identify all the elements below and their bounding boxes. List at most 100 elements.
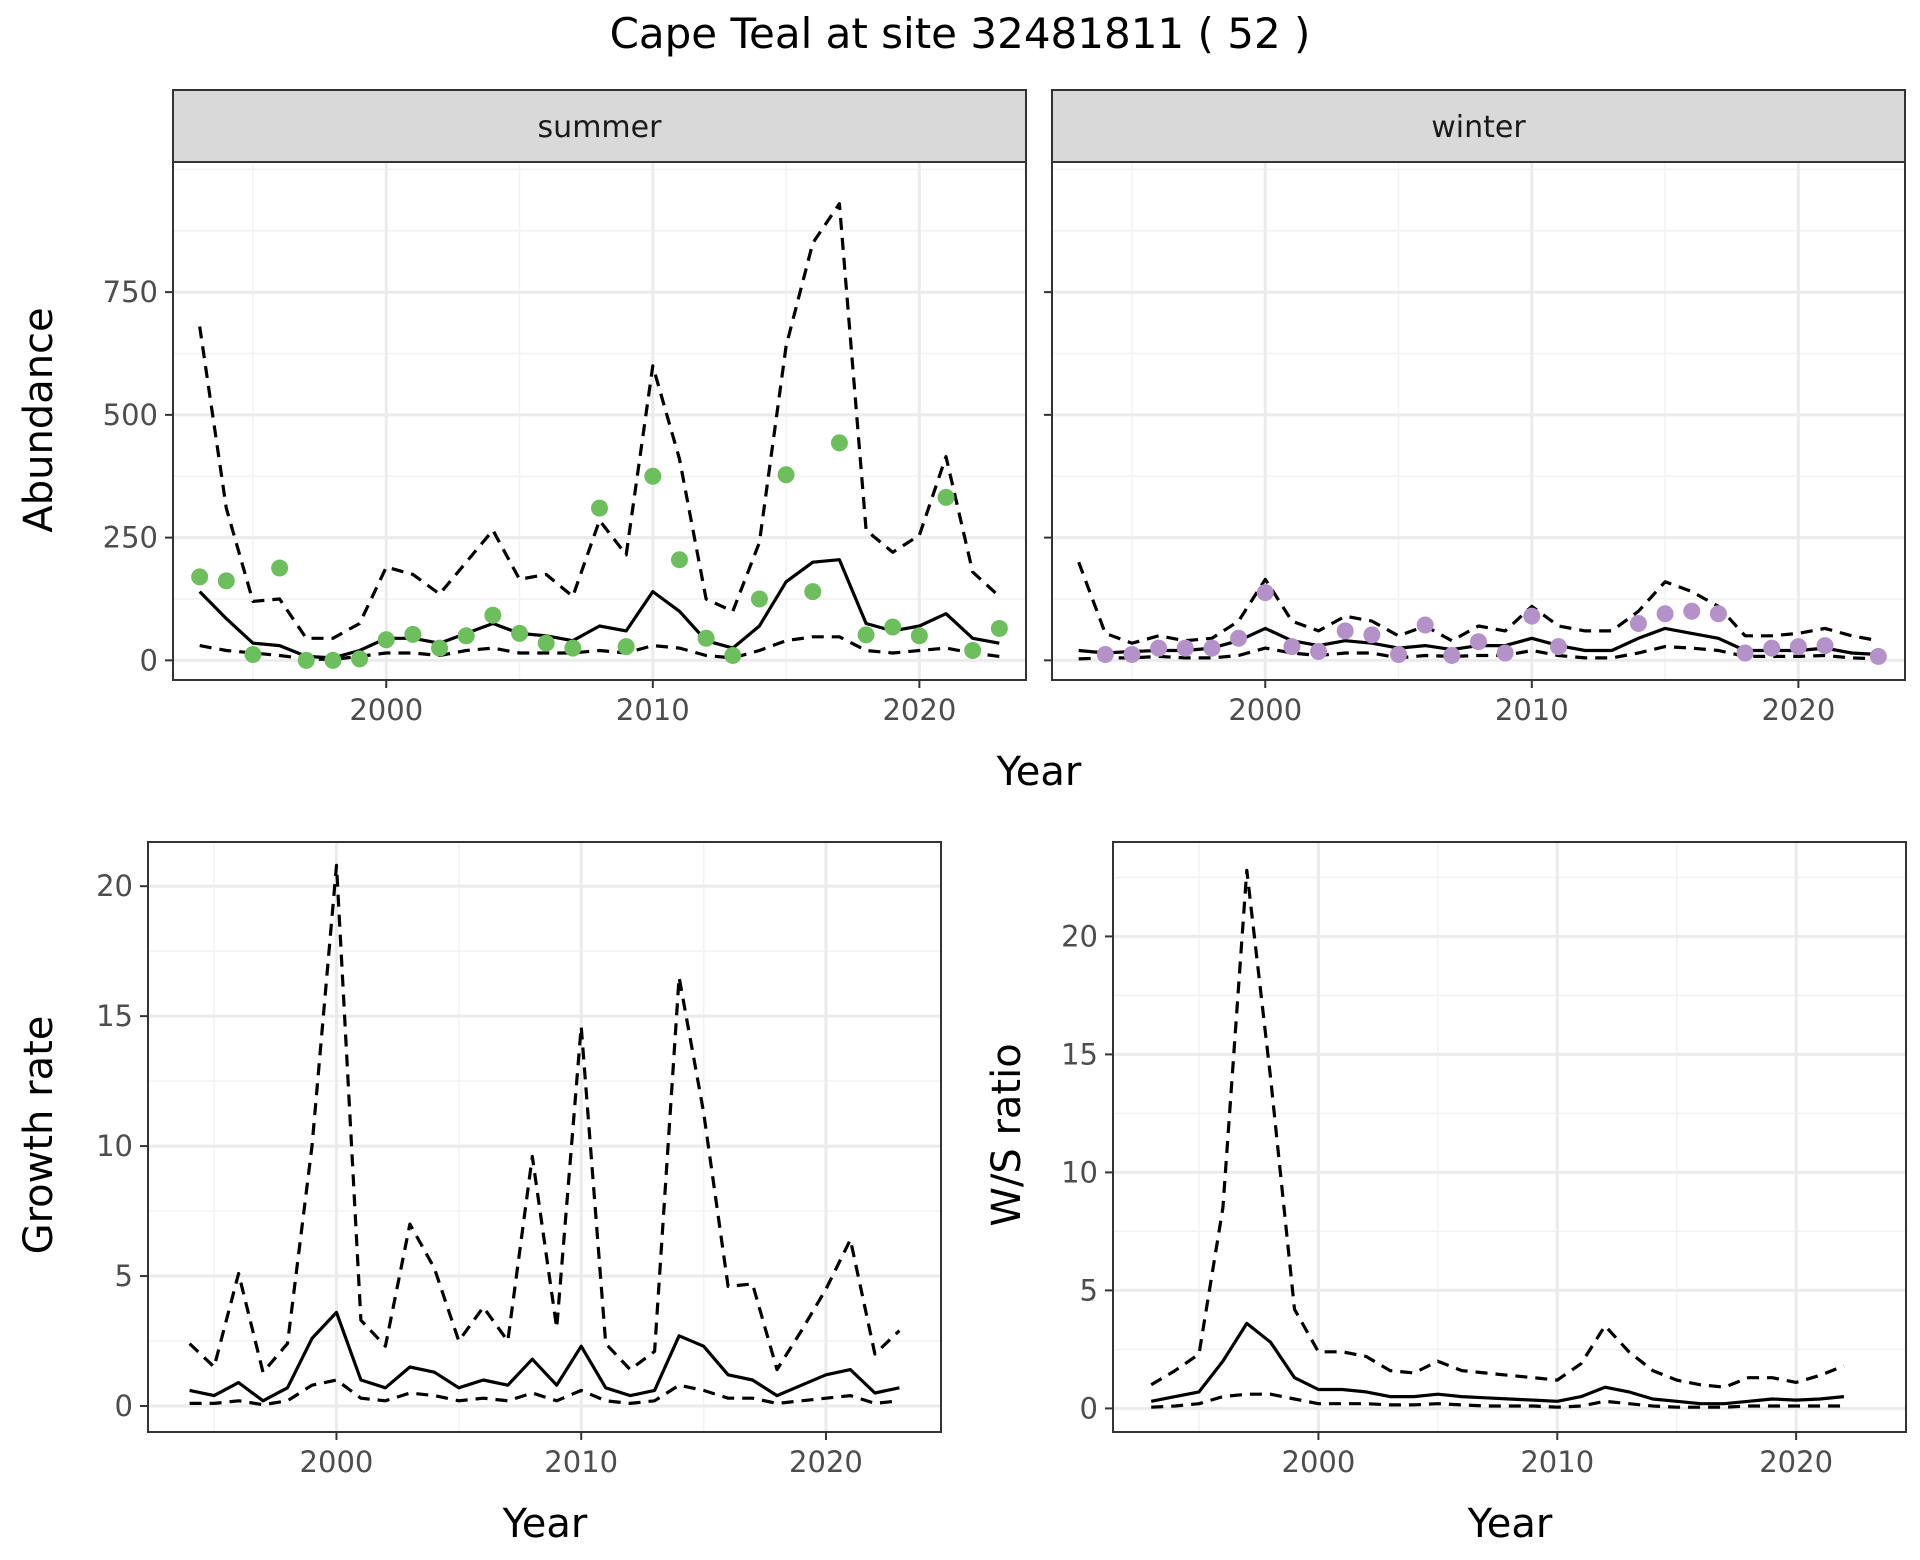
data-point-observed bbox=[1496, 644, 1514, 662]
data-point-observed bbox=[511, 624, 529, 642]
data-point-observed bbox=[884, 618, 902, 636]
data-point-observed bbox=[777, 466, 795, 484]
x-tick-label: 2010 bbox=[1520, 1445, 1594, 1479]
data-point-observed bbox=[670, 551, 688, 569]
data-point-observed bbox=[644, 467, 662, 485]
panel-summer: 2000 2010 2020 0 250 500 750 bbox=[103, 161, 1027, 727]
data-point-observed bbox=[910, 627, 928, 645]
panel-border bbox=[147, 841, 942, 1433]
data-point-observed bbox=[697, 629, 715, 647]
series-line-upper bbox=[188, 863, 901, 1374]
data-point-observed bbox=[1816, 637, 1834, 655]
y-axis-title-ratio: W/S ratio bbox=[984, 1043, 1030, 1226]
data-point-observed bbox=[1523, 607, 1541, 625]
series-line-upper bbox=[198, 202, 1001, 640]
data-point-observed bbox=[217, 572, 235, 590]
x-tick-label: 2020 bbox=[1759, 1445, 1833, 1479]
y-axis-title-growth: Growth rate bbox=[16, 1016, 62, 1255]
data-point-observed bbox=[1176, 639, 1194, 657]
data-point-observed bbox=[964, 642, 982, 660]
data-point-observed bbox=[724, 646, 742, 664]
y-tick-label: 250 bbox=[103, 521, 158, 555]
x-tick-label: 2010 bbox=[616, 693, 690, 727]
y-tick-label: 20 bbox=[96, 869, 133, 903]
data-point-observed bbox=[617, 638, 635, 656]
data-point-observed bbox=[1283, 638, 1301, 656]
series-line-estimate bbox=[189, 1310, 900, 1403]
data-point-observed bbox=[1629, 615, 1647, 633]
data-point-observed bbox=[591, 499, 608, 517]
chart-title: Cape Teal at site 32481811 ( 52 ) bbox=[610, 9, 1311, 58]
data-point-observed bbox=[1736, 644, 1754, 662]
data-point-observed bbox=[857, 626, 875, 644]
data-point-observed bbox=[537, 634, 555, 652]
strip-summer: summer bbox=[172, 89, 1027, 163]
data-point-observed bbox=[830, 434, 848, 452]
panel-border bbox=[1051, 161, 1906, 681]
series-line-upper bbox=[1077, 561, 1879, 645]
panel-growth: 2000 2010 2020 0 5 10 15 20 bbox=[96, 841, 942, 1479]
data-point-observed bbox=[937, 488, 955, 506]
x-tick-label: 2010 bbox=[1495, 693, 1569, 727]
x-tick-label: 2020 bbox=[789, 1445, 863, 1479]
panel-border bbox=[172, 161, 1027, 681]
data-point-observed bbox=[564, 639, 582, 657]
data-point-observed bbox=[1150, 639, 1168, 657]
y-tick-label: 10 bbox=[96, 1129, 133, 1163]
y-tick-label: 20 bbox=[1061, 919, 1098, 953]
series-line-estimate bbox=[1150, 1321, 1845, 1406]
data-point-observed bbox=[1230, 629, 1248, 647]
data-point-observed bbox=[1470, 633, 1487, 651]
data-point-observed bbox=[1789, 638, 1807, 656]
data-point-observed bbox=[1096, 645, 1114, 663]
y-tick-label: 0 bbox=[115, 1389, 133, 1423]
y-tick-label: 500 bbox=[103, 398, 158, 432]
data-point-observed bbox=[191, 568, 209, 586]
strip-winter: winter bbox=[1051, 89, 1906, 163]
panel-ratio: 2000 2010 2020 0 5 10 15 20 bbox=[1061, 841, 1907, 1479]
x-axis-title-ratio: Year bbox=[1467, 1501, 1553, 1547]
y-tick-label: 0 bbox=[1080, 1391, 1098, 1425]
y-tick-label: 750 bbox=[103, 275, 158, 309]
panel-border bbox=[1112, 841, 1907, 1433]
y-tick-label: 5 bbox=[1080, 1273, 1098, 1307]
data-point-observed bbox=[1683, 602, 1701, 620]
data-point-observed bbox=[351, 650, 369, 668]
data-point-observed bbox=[1416, 616, 1434, 634]
data-point-observed bbox=[1869, 647, 1887, 665]
data-point-observed bbox=[1123, 645, 1141, 663]
series-line-upper bbox=[1150, 868, 1845, 1389]
data-point-observed bbox=[244, 645, 262, 663]
data-point-observed bbox=[431, 639, 449, 657]
y-tick-label: 5 bbox=[115, 1259, 133, 1293]
data-point-observed bbox=[1256, 584, 1274, 602]
x-tick-label: 2020 bbox=[1761, 693, 1835, 727]
data-point-observed bbox=[1203, 639, 1221, 657]
data-point-observed bbox=[990, 619, 1008, 637]
data-point-observed bbox=[750, 590, 768, 608]
data-point-observed bbox=[1363, 626, 1381, 644]
data-point-observed bbox=[484, 606, 502, 624]
x-tick-label: 2000 bbox=[1228, 693, 1302, 727]
data-point-observed bbox=[1709, 605, 1727, 623]
y-tick-label: 15 bbox=[96, 999, 133, 1033]
y-tick-label: 15 bbox=[1061, 1037, 1098, 1071]
data-point-observed bbox=[377, 631, 395, 649]
data-point-observed bbox=[1310, 643, 1328, 661]
series-line-lower bbox=[199, 635, 1000, 661]
x-tick-label: 2000 bbox=[300, 1445, 374, 1479]
data-point-observed bbox=[404, 625, 422, 643]
data-point-observed bbox=[804, 583, 822, 601]
data-point-observed bbox=[1336, 622, 1354, 640]
data-point-observed bbox=[324, 651, 342, 669]
y-tick-label: 0 bbox=[140, 643, 158, 677]
strip-label-summer: summer bbox=[538, 110, 663, 145]
x-tick-label: 2010 bbox=[544, 1445, 618, 1479]
data-point-observed bbox=[1390, 645, 1408, 663]
data-point-observed bbox=[297, 651, 315, 669]
data-point-observed bbox=[271, 559, 289, 577]
data-point-observed bbox=[1763, 639, 1781, 657]
panel-winter: 2000 2010 2020 bbox=[1044, 161, 1906, 727]
data-point-observed bbox=[1443, 646, 1461, 664]
